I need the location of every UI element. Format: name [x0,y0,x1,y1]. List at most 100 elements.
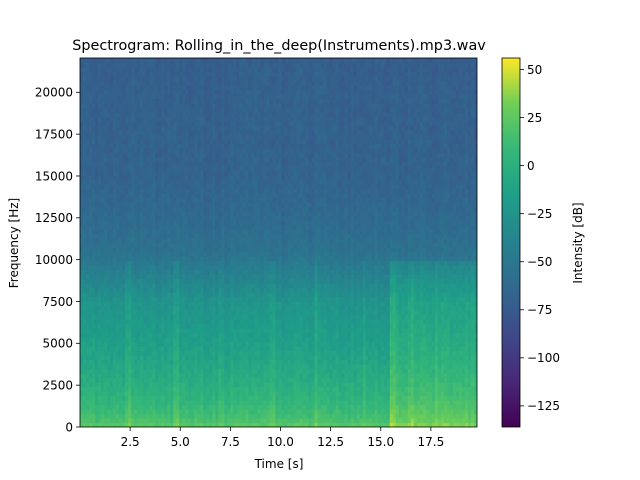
heatmap-cell [161,143,165,149]
heatmap-cell [86,80,90,86]
heatmap-cell [128,130,132,136]
heatmap-cell [128,134,132,140]
heatmap-cell [146,382,150,388]
heatmap-cell [140,143,144,149]
heatmap-cell [143,130,147,136]
heatmap-cell [221,188,225,194]
heatmap-cell [200,121,204,127]
heatmap-cell [176,148,180,154]
heatmap-cell [110,242,114,248]
heatmap-cell [125,107,129,113]
heatmap-cell [119,103,123,109]
heatmap-cell [98,130,102,136]
heatmap-cell [176,355,180,361]
heatmap-cell [251,130,256,136]
heatmap-cell [83,391,87,397]
heatmap-cell [194,350,198,356]
heatmap-cell [233,287,237,293]
heatmap-cell [206,184,210,190]
heatmap-cell [122,283,126,289]
heatmap-cell [146,152,150,158]
heatmap-cell [95,67,99,73]
heatmap-cell [152,148,156,154]
heatmap-cell [179,328,183,334]
heatmap-cell [134,341,138,347]
heatmap-cell [116,166,120,172]
heatmap-cell [185,112,189,118]
heatmap-cell [131,377,135,383]
heatmap-cell [260,152,265,158]
heatmap-cell [179,413,183,419]
heatmap-cell [206,166,210,172]
heatmap-cell [191,220,195,226]
heatmap-cell [230,400,234,406]
heatmap-cell [125,157,129,163]
heatmap-cell [101,332,105,338]
heatmap-cell [191,85,195,91]
heatmap-cell [242,260,247,266]
heatmap-cell [221,413,225,419]
heatmap-cell [215,166,219,172]
heatmap-cell [152,103,156,109]
heatmap-cell [170,206,174,212]
heatmap-cell [155,314,159,320]
heatmap-cell [242,112,247,118]
heatmap-cell [107,260,111,266]
heatmap-cell [95,283,99,289]
heatmap-cell [245,404,250,410]
heatmap-cell [95,359,99,365]
heatmap-cell [137,80,141,86]
heatmap-cell [215,305,219,311]
heatmap-cell [170,224,174,230]
heatmap-cell [98,413,102,419]
heatmap-cell [191,296,195,302]
heatmap-cell [200,377,204,383]
heatmap-cell [248,206,253,212]
heatmap-cell [215,220,219,226]
heatmap-cell [146,143,150,149]
heatmap-cell [254,400,259,406]
heatmap-cell [215,292,219,298]
heatmap-cell [224,85,228,91]
heatmap-cell [164,337,168,343]
heatmap-cell [122,310,126,316]
heatmap-cell [110,193,114,199]
heatmap-cell [230,161,234,167]
heatmap-cell [98,260,102,266]
heatmap-cell [182,256,186,262]
heatmap-cell [83,364,87,370]
heatmap-cell [131,85,135,91]
heatmap-cell [254,391,259,397]
heatmap-cell [104,188,108,194]
heatmap-cell [248,116,253,122]
heatmap-cell [179,238,183,244]
heatmap-cell [197,71,201,77]
heatmap-cell [143,152,147,158]
heatmap-cell [236,121,240,127]
heatmap-cell [155,179,159,185]
heatmap-cell [221,98,225,104]
heatmap-cell [224,377,228,383]
heatmap-cell [89,332,93,338]
heatmap-cell [233,220,237,226]
heatmap-cell [137,197,141,203]
heatmap-cell [176,197,180,203]
heatmap-cell [182,62,186,68]
heatmap-cell [233,355,237,361]
heatmap-cell [245,229,250,235]
heatmap-cell [239,116,244,122]
heatmap-cell [128,377,132,383]
heatmap-cell [218,215,222,221]
heatmap-cell [152,247,156,253]
heatmap-cell [251,62,256,68]
heatmap-cell [167,175,171,181]
heatmap-cell [200,58,204,64]
heatmap-cell [185,355,189,361]
heatmap-cell [221,400,225,406]
heatmap-cell [104,373,108,379]
heatmap-cell [200,314,204,320]
heatmap-cell [158,58,162,64]
heatmap-cell [152,193,156,199]
heatmap-cell [206,283,210,289]
heatmap-cell [227,89,231,95]
